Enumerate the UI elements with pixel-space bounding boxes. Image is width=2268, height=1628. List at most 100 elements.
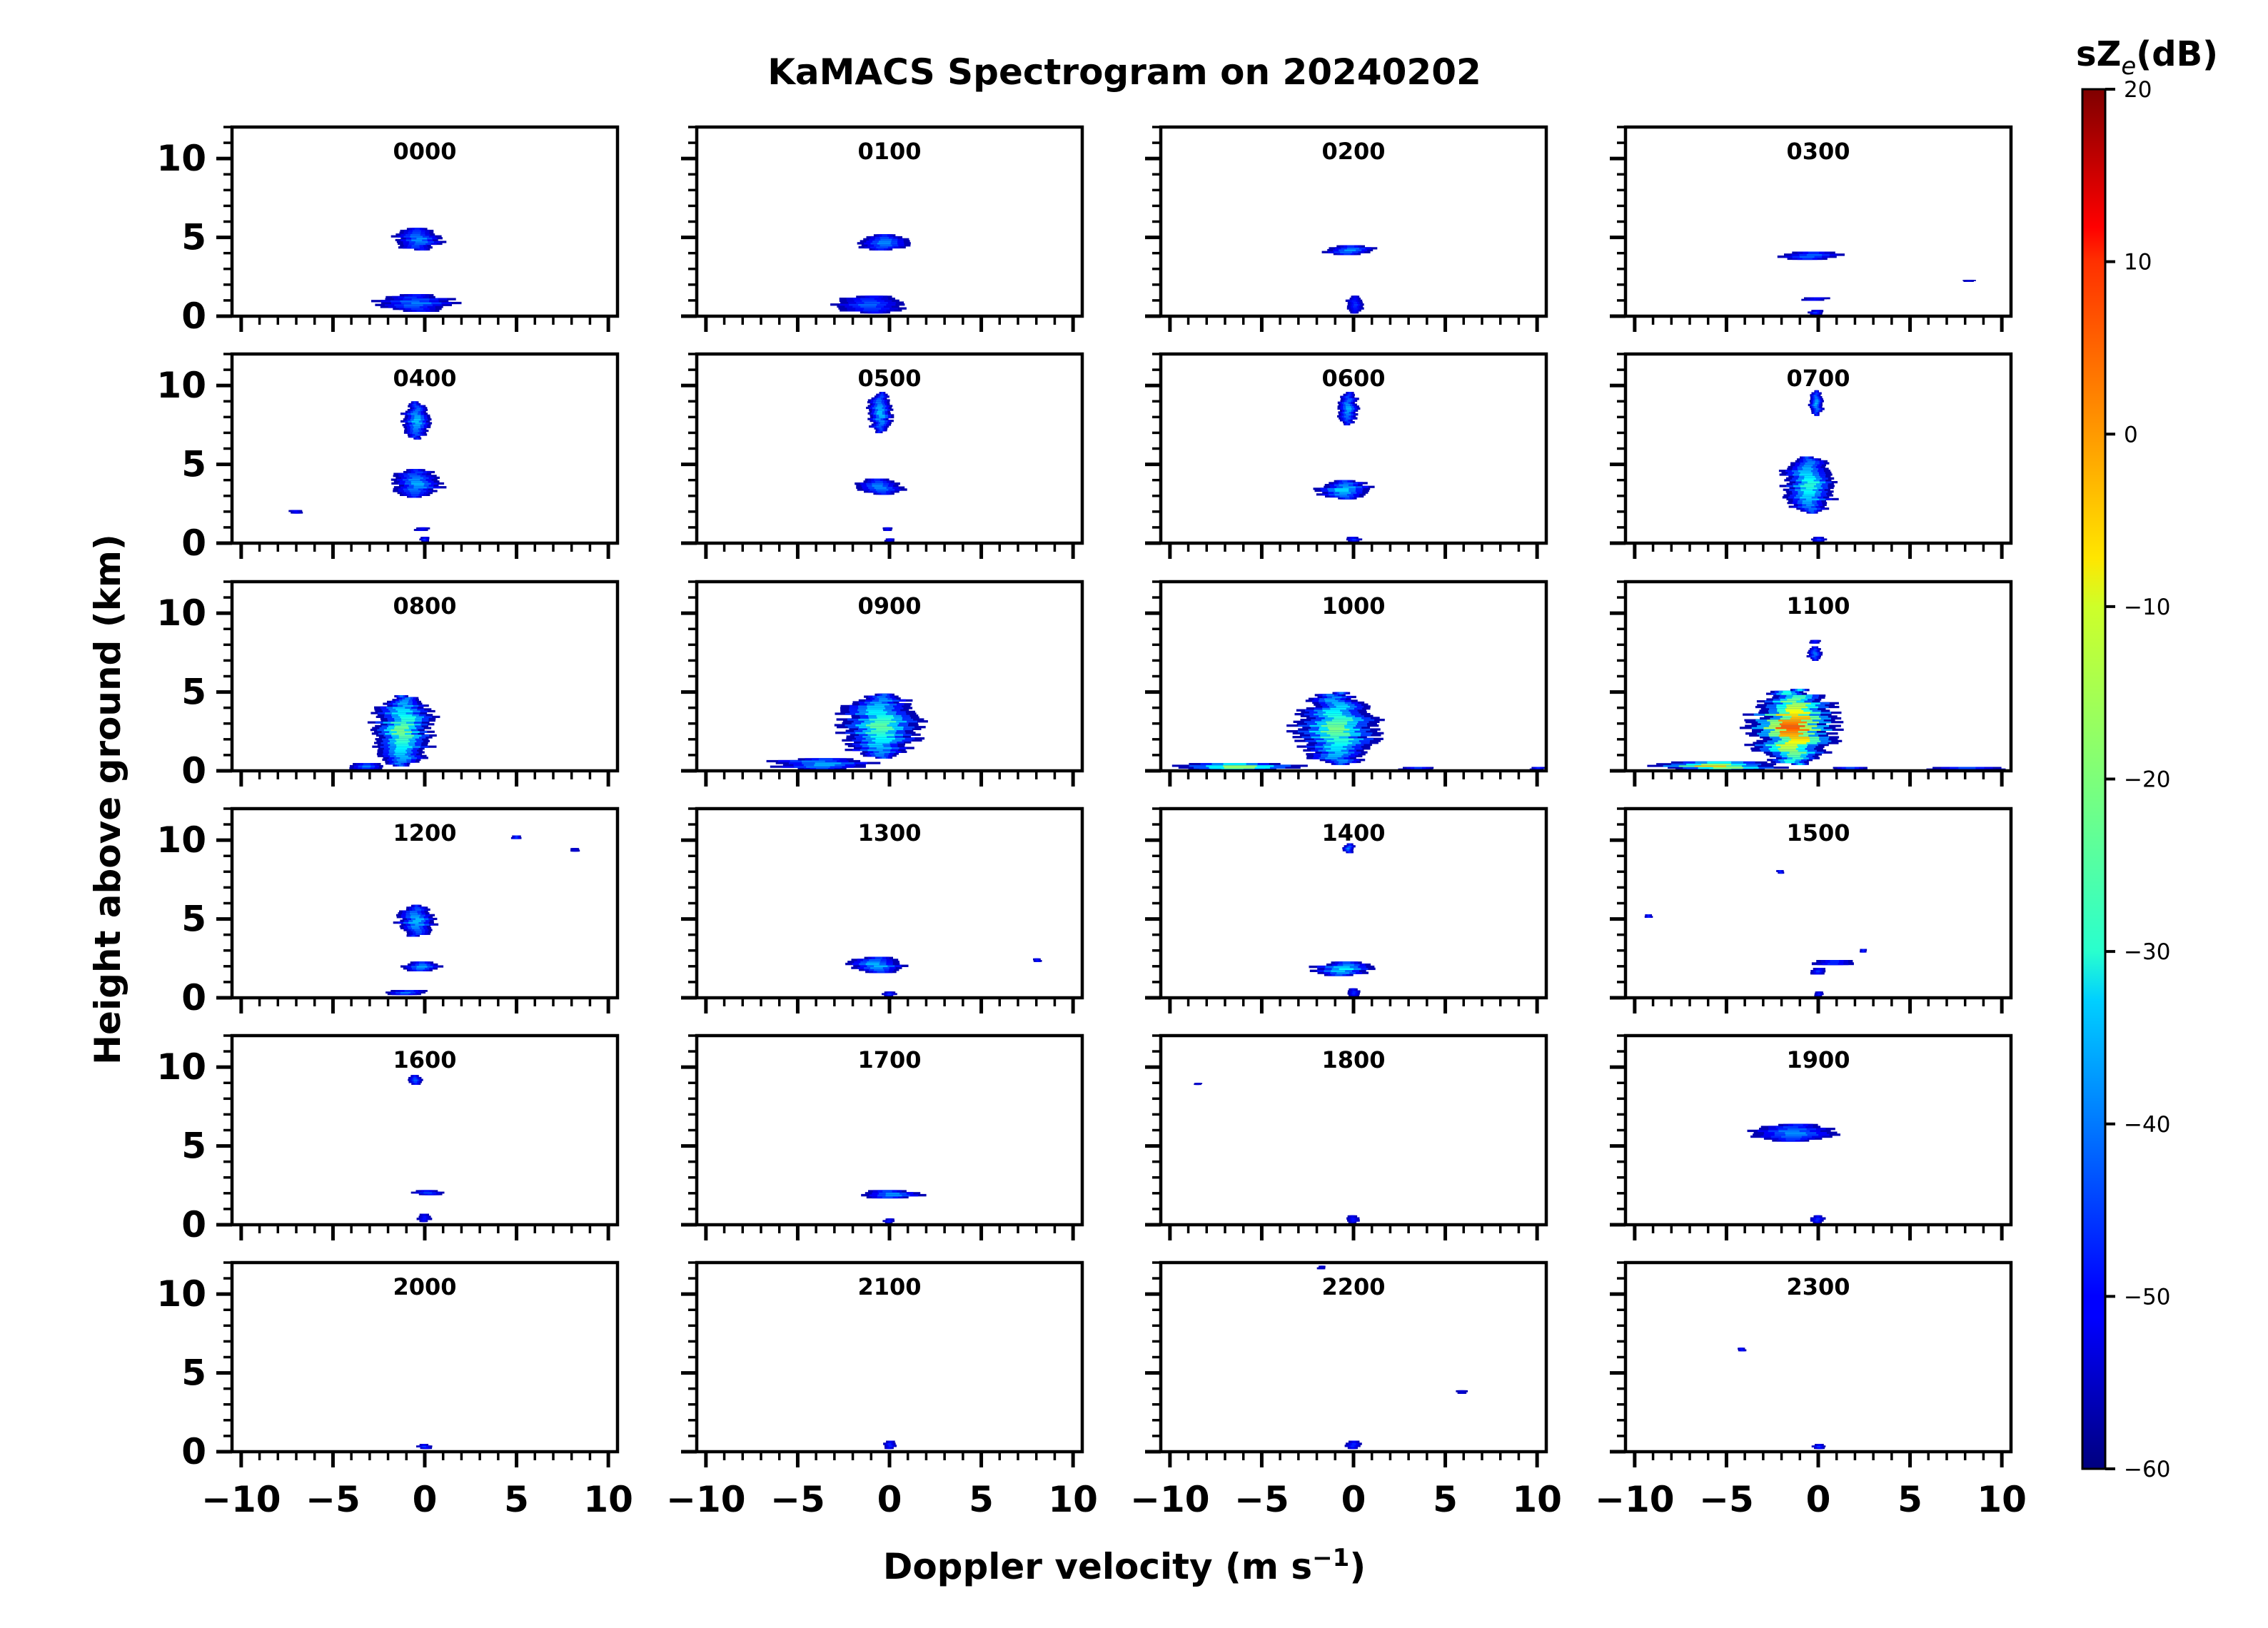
echo-cell <box>416 407 421 410</box>
echo-cell <box>416 237 428 240</box>
x-tick-label: −10 <box>201 1479 281 1520</box>
colorbar-tick-label: −60 <box>2124 1457 2170 1482</box>
echo-0000-0 <box>390 228 447 251</box>
echo-cell <box>1346 423 1348 425</box>
echo-cell <box>1336 759 1349 762</box>
echo-cell <box>1818 1447 1821 1450</box>
echo-cell <box>1789 736 1810 739</box>
echo-cell <box>413 229 421 233</box>
echo-cell <box>394 742 408 744</box>
echo-cell <box>1351 1215 1354 1218</box>
echo-cell <box>1351 299 1356 302</box>
echo-cell <box>870 726 892 729</box>
echo-cell <box>1780 871 1782 874</box>
echo-cell <box>1344 411 1349 414</box>
echo-cell <box>879 414 885 417</box>
echo-1300-0 <box>845 956 909 974</box>
echo-cell <box>881 492 887 495</box>
panel-time-label: 1200 <box>393 819 456 846</box>
y-tick-label: 0 <box>181 750 206 792</box>
colorbar-label-unit: (dB) <box>2136 34 2218 74</box>
echo-1600-1 <box>410 1190 445 1195</box>
echo-cell <box>875 480 883 483</box>
echo-cell <box>1798 762 1803 765</box>
echo-cell <box>877 970 885 974</box>
echo-cell <box>1334 751 1349 754</box>
echo-2200-1 <box>1316 1265 1326 1270</box>
echo-cell <box>874 478 880 481</box>
echo-cell <box>423 1191 432 1194</box>
echo-0500-2 <box>882 527 893 531</box>
y-tick-label: 5 <box>181 672 206 713</box>
echo-0100-1 <box>830 295 907 314</box>
echo-cell <box>1352 992 1356 995</box>
echo-cell <box>882 234 887 237</box>
echo-cell <box>410 480 423 483</box>
echo-cell <box>1818 968 1821 971</box>
echo-1500-0 <box>1811 960 1854 966</box>
echo-1700-0 <box>861 1190 927 1199</box>
echo-cell <box>880 429 883 432</box>
echo-cell <box>391 732 405 735</box>
echo-cell <box>1817 537 1820 539</box>
colorbar-tick-label: −40 <box>2124 1112 2170 1138</box>
echo-2200-0 <box>1344 1440 1362 1450</box>
echo-cell <box>1350 1445 1355 1447</box>
echo-cell <box>1223 764 1257 767</box>
panel-0400: 0400 0 5 10 <box>156 352 620 564</box>
chart-title: KaMACS Spectrogram on 20240202 <box>767 51 1481 93</box>
panel-time-label: 1900 <box>1786 1046 1850 1073</box>
echo-cell <box>414 242 426 246</box>
x-tick-label: −10 <box>1130 1479 1209 1520</box>
echo-cell <box>1814 313 1818 315</box>
echo-cell <box>410 492 420 495</box>
echo-cell <box>1324 697 1336 700</box>
echo-cell <box>867 743 883 746</box>
echo-0300-2 <box>1808 310 1824 315</box>
echo-cell <box>1789 751 1807 754</box>
echo-cell <box>879 699 892 702</box>
echo-cell <box>415 917 425 921</box>
echo-cell <box>1320 736 1339 739</box>
x-tick-label: −10 <box>1595 1479 1674 1520</box>
echo-cell <box>1331 747 1347 750</box>
echo-cell <box>879 427 883 430</box>
echo-cell <box>880 421 885 424</box>
echo-cell <box>887 994 890 997</box>
echo-cell <box>415 931 422 934</box>
echo-cell <box>1813 652 1818 654</box>
echo-cell <box>1329 728 1350 731</box>
panel-time-label: 0200 <box>1321 138 1385 165</box>
echo-cell <box>1814 653 1818 656</box>
echo-cell <box>1785 1131 1806 1134</box>
echo-cell <box>1343 964 1354 966</box>
echo-0400-4 <box>288 510 303 514</box>
echo-cell <box>1785 760 1795 764</box>
echo-1800-1 <box>1194 1083 1203 1086</box>
panel-1300: 1300 <box>681 807 1084 1013</box>
panel-1200: 1200 0 5 10 <box>156 807 620 1018</box>
echo-cell <box>1810 298 1816 301</box>
echo-cell <box>1782 721 1807 724</box>
echo-cell <box>862 299 877 302</box>
echo-cell <box>1806 503 1815 507</box>
echo-cell <box>1344 253 1351 256</box>
echo-cell <box>887 1446 890 1450</box>
echo-cell <box>878 408 884 411</box>
echo-cell <box>1806 253 1823 256</box>
echo-cell <box>414 228 420 231</box>
echo-cell <box>876 727 894 730</box>
echo-cell <box>877 405 884 408</box>
echo-cell <box>1694 764 1726 767</box>
echo-cell <box>1351 1442 1356 1445</box>
echo-cell <box>1339 967 1354 971</box>
echo-cell <box>875 752 884 755</box>
echo-cell <box>1351 1219 1355 1222</box>
x-tick-label: −5 <box>306 1479 361 1520</box>
echo-cell <box>1780 724 1805 727</box>
echo-cell <box>862 309 879 312</box>
echo-cell <box>1354 298 1357 300</box>
y-tick-label: 10 <box>156 819 206 861</box>
echo-cell <box>1351 1446 1354 1450</box>
echo-cell <box>409 475 420 477</box>
